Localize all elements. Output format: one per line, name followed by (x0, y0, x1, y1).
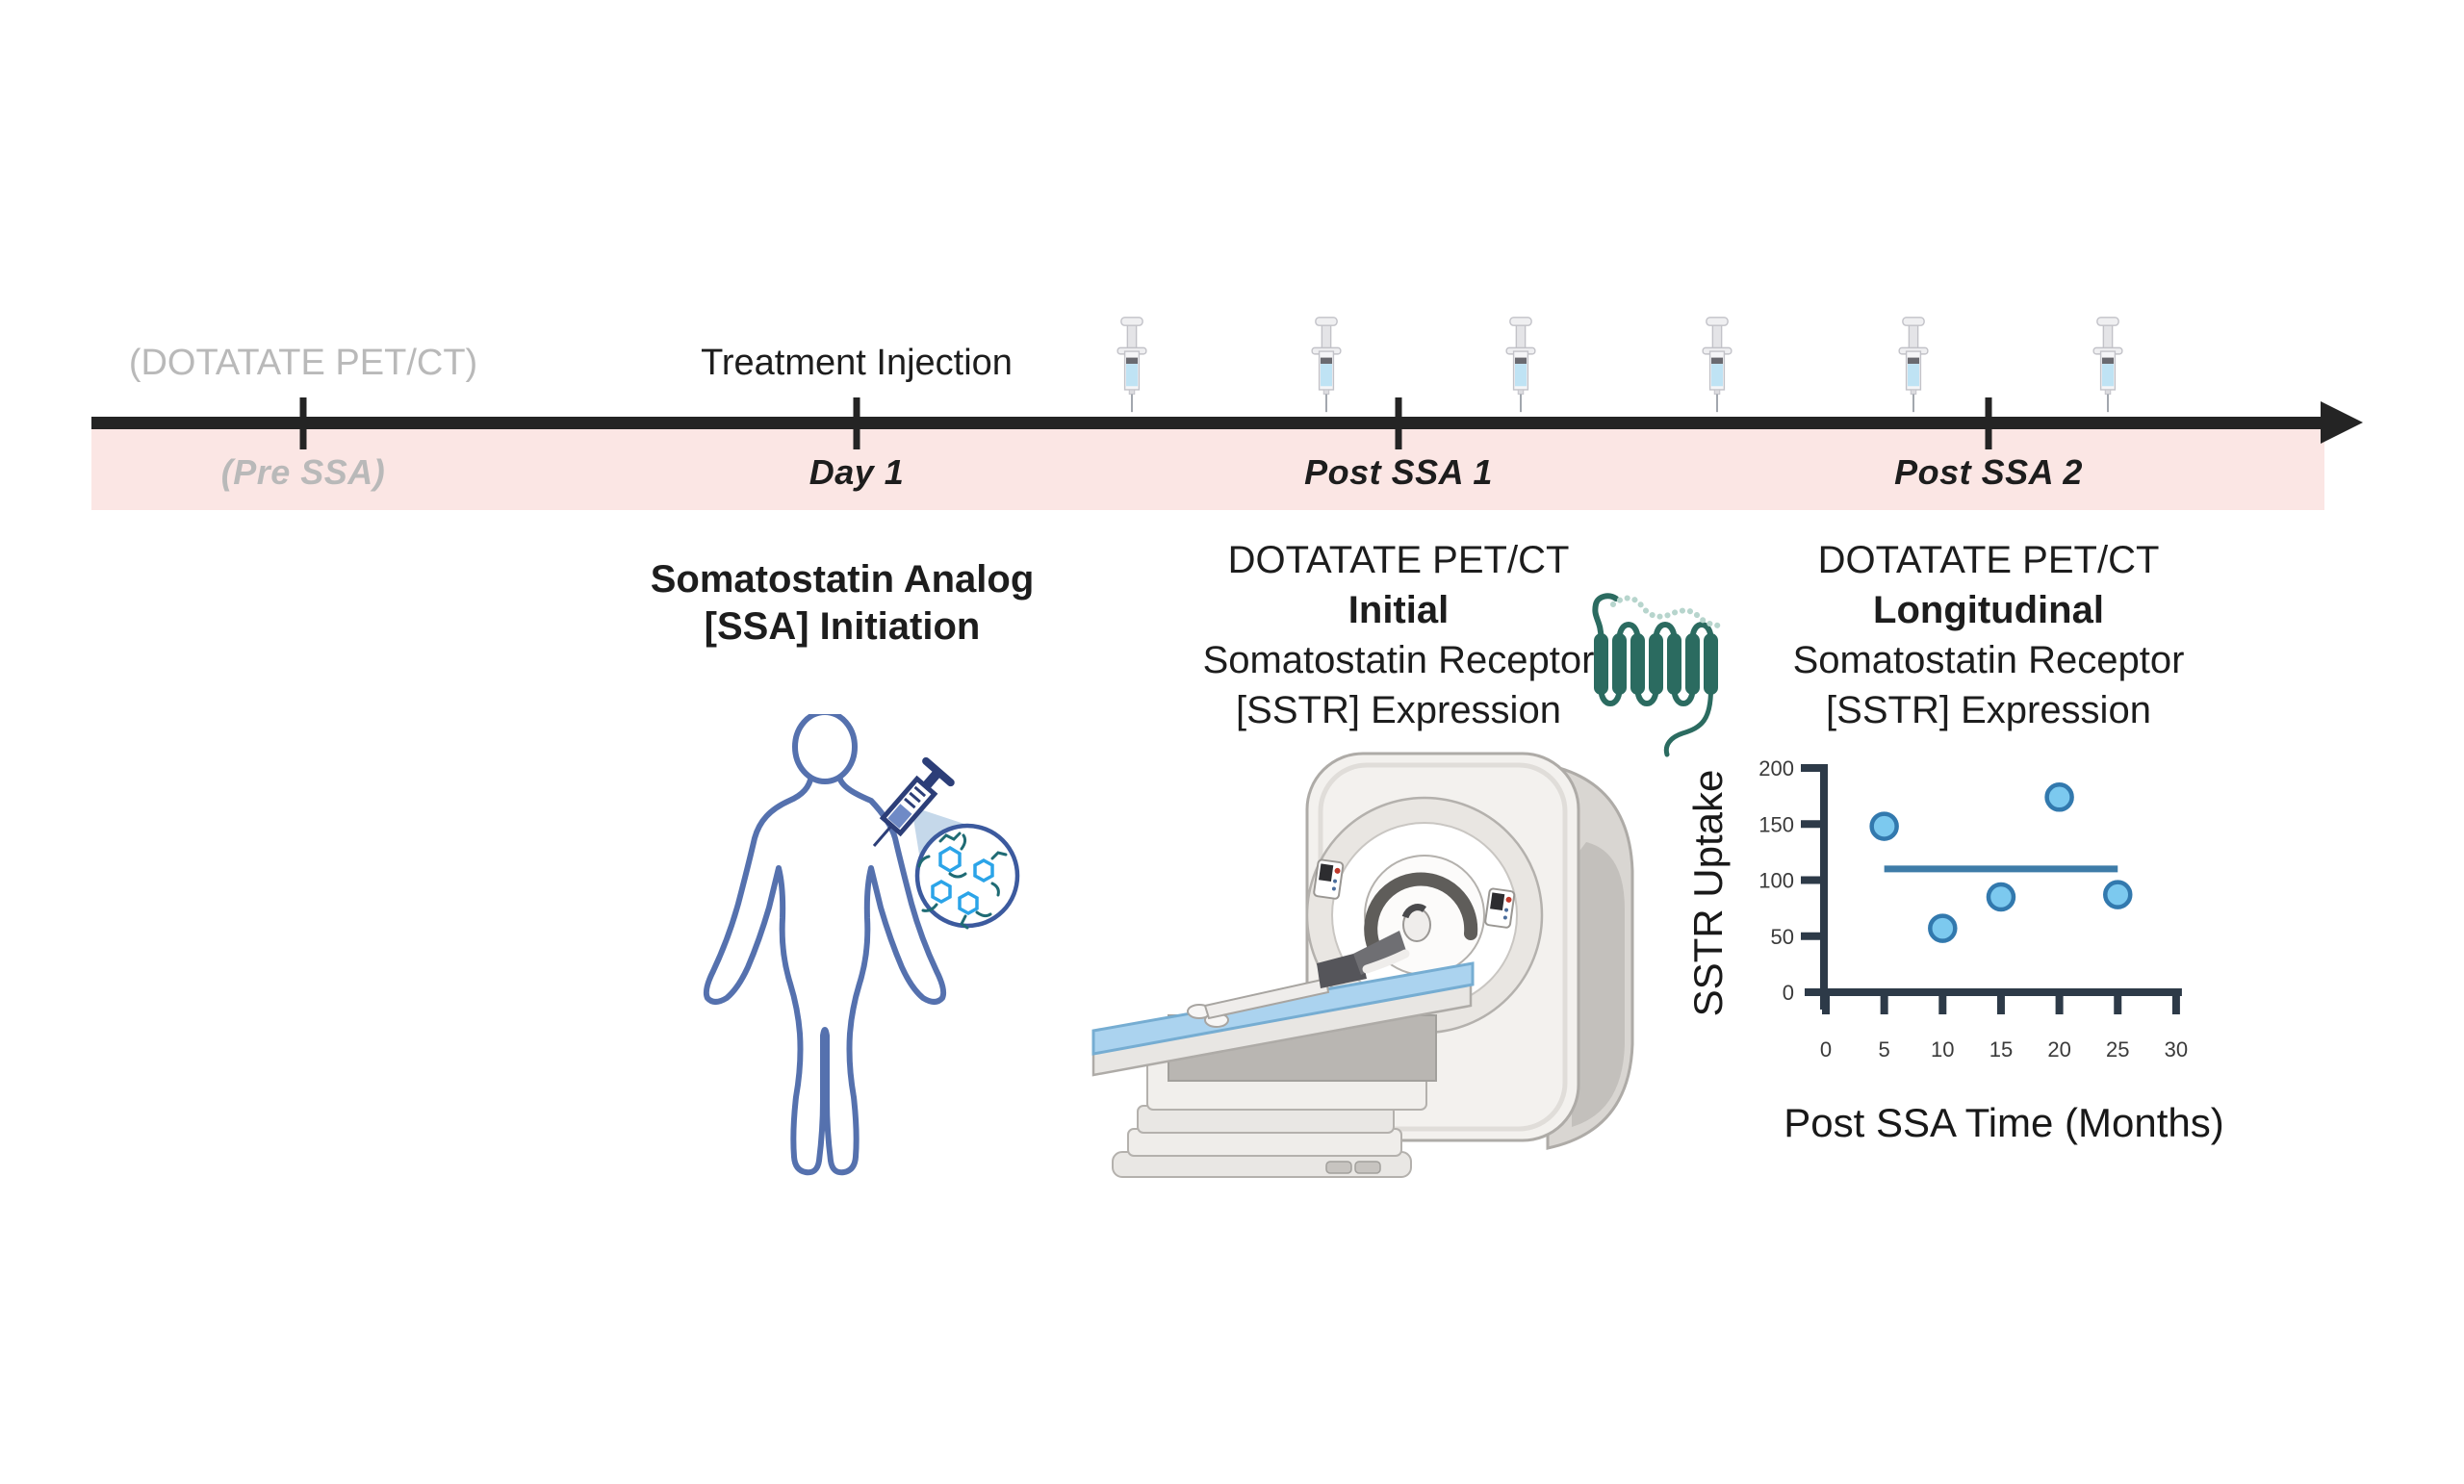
stage-initial-line1: DOTATATE PET/CT (1227, 539, 1570, 581)
injection-marker (1894, 316, 1933, 414)
stage-ssa-line2: [SSA] Initiation (704, 605, 981, 648)
chart-y-tick (1801, 820, 1824, 829)
molecule-zoom-icon (914, 823, 1020, 930)
chart-y-tick-label: 50 (1771, 925, 1794, 949)
pre-ssa-scan-label: (DOTATATE PET/CT) (128, 343, 478, 383)
chart-data-point (2044, 782, 2074, 812)
chart-x-tick (1880, 992, 1888, 1014)
ct-scanner-icon (1091, 752, 1634, 1178)
timeline-tick (299, 397, 307, 449)
chart-y-tick-label: 150 (1758, 812, 1794, 836)
timeline-arrow-icon (2321, 401, 2363, 444)
chart-data-point (1928, 913, 1958, 943)
injection-syringe-icon (872, 756, 955, 847)
chart-y-tick (1801, 932, 1824, 940)
sstr-receptor-icon (1592, 593, 1724, 757)
chart-x-axis (1805, 988, 2182, 996)
chart-y-tick (1801, 876, 1824, 884)
syringe-icon (2092, 317, 2123, 413)
stage-initial-line4: [SSTR] Expression (1236, 689, 1561, 731)
glycan-chain-icon (1610, 595, 1724, 628)
timeline-milestone-label: Post SSA 2 (1894, 452, 2083, 492)
timeline-milestone-label: Day 1 (808, 452, 905, 492)
timeline-tick (1985, 397, 1992, 449)
chart-x-tick (1938, 992, 1947, 1014)
chart-y-tick-label: 0 (1783, 981, 1794, 1005)
chart-data-point (2103, 880, 2133, 909)
timeline-band (91, 429, 2324, 510)
stage-ssa-line1: Somatostatin Analog (650, 558, 1035, 601)
stage-initial-scan-label: DOTATATE PET/CT Initial Somatostatin Rec… (1203, 535, 1595, 735)
chart-y-axis-label: SSTR Uptake (1685, 769, 1731, 1017)
chart-x-tick-label: 15 (1989, 1037, 2013, 1062)
patient-figure (1187, 904, 1431, 1028)
chart-x-tick (2171, 992, 2180, 1014)
chart-x-axis-label: Post SSA Time (Months) (1784, 1100, 2224, 1145)
timeline-milestone-label: Post SSA 1 (1304, 452, 1493, 492)
syringe-icon (1702, 317, 1732, 413)
sstr-uptake-chart: 0 5 10 15 20 25 30 0 50 100 150 200 (1758, 756, 2188, 1062)
timeline-tick (853, 397, 860, 449)
chart-x-tick (2114, 992, 2122, 1014)
chart-y-axis (1820, 764, 1828, 1010)
chart-y-tick-label: 200 (1758, 756, 1794, 780)
chart-x-tick-label: 0 (1820, 1037, 1832, 1062)
stage-longitudinal-scan-label: DOTATATE PET/CT Longitudinal Somatostati… (1793, 535, 2185, 735)
chart-y-tick-label: 100 (1758, 869, 1794, 893)
injection-marker (1307, 316, 1346, 414)
stage-ssa-initiation-label: Somatostatin Analog [SSA] Initiation (651, 556, 1035, 651)
chart-x-tick-label: 20 (2047, 1037, 2070, 1062)
syringe-icon (1505, 317, 1536, 413)
treatment-injection-label: Treatment Injection (701, 343, 1013, 383)
stage-longitudinal-line3: Somatostatin Receptor (1792, 639, 2185, 681)
syringe-icon (1311, 317, 1342, 413)
chart-x-tick (1822, 992, 1830, 1014)
human-body-icon (703, 714, 1020, 1176)
syringe-icon (1898, 317, 1929, 413)
chart-x-tick-label: 30 (2165, 1037, 2188, 1062)
chart-x-tick-label: 5 (1879, 1037, 1890, 1062)
stage-longitudinal-line1: DOTATATE PET/CT (1817, 539, 2160, 581)
stage-initial-emphasis: Initial (1348, 589, 1450, 631)
injection-marker (1502, 316, 1540, 414)
stage-initial-line3: Somatostatin Receptor (1202, 639, 1595, 681)
timeline-milestone-label: (Pre SSA) (220, 452, 386, 492)
injection-marker (2089, 316, 2127, 414)
chart-x-tick (2055, 992, 2064, 1014)
injection-marker (1113, 316, 1151, 414)
chart-y-tick (1801, 764, 1824, 772)
stage-longitudinal-emphasis: Longitudinal (1873, 589, 2104, 631)
timeline-bar (91, 417, 2323, 429)
stage-longitudinal-line4: [SSTR] Expression (1826, 689, 2151, 731)
chart-data-point (1869, 811, 1899, 841)
chart-x-tick-label: 25 (2106, 1037, 2129, 1062)
chart-data-point (1986, 882, 2016, 912)
scanner-table (1091, 961, 1475, 1056)
chart-x-tick (1996, 992, 2005, 1014)
scanner-control-panel-icon (1313, 858, 1516, 929)
chart-x-tick-label: 10 (1931, 1037, 1954, 1062)
injection-marker (1698, 316, 1736, 414)
timeline-tick (1395, 397, 1402, 449)
syringe-icon (1116, 317, 1147, 413)
